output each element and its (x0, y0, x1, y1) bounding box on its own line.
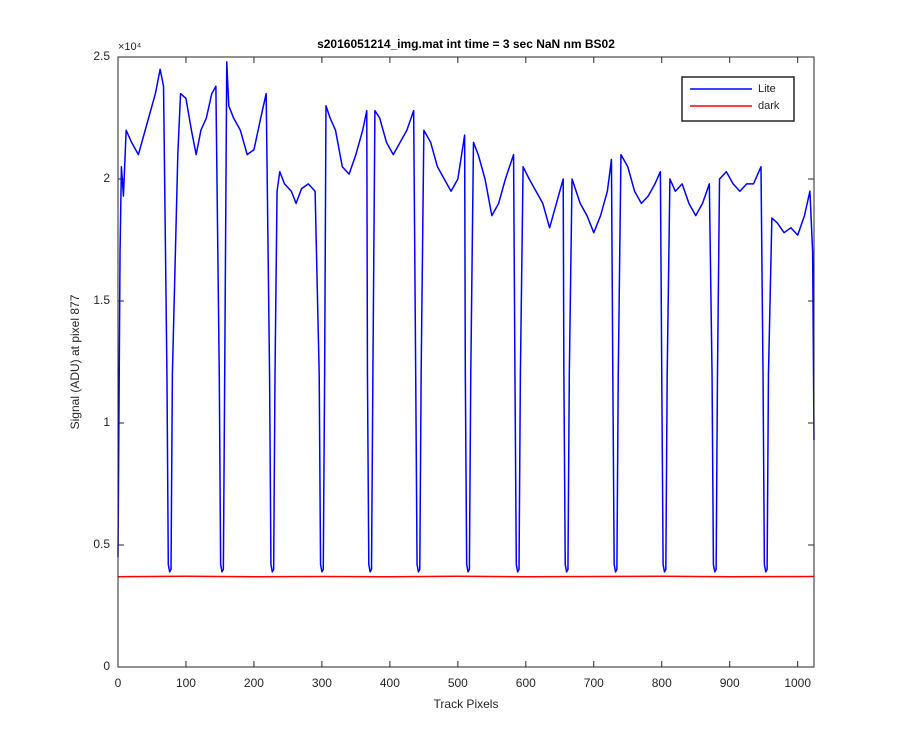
y-tick-label: 0 (103, 659, 110, 673)
y-tick-label: 1 (103, 415, 110, 429)
x-tick-label: 700 (584, 676, 604, 690)
series-line (117, 61, 815, 573)
y-axis-label: Signal (ADU) at pixel 877 (68, 294, 82, 429)
chart-title: s2016051214_img.mat int time = 3 sec NaN… (317, 37, 615, 51)
x-tick-label: 800 (652, 676, 672, 690)
x-tick-label: 200 (244, 676, 264, 690)
x-tick-label: 500 (448, 676, 468, 690)
y-tick-label: 2 (103, 171, 110, 185)
x-tick-label: 100 (176, 676, 196, 690)
y-tick-label: 2.5 (93, 49, 110, 63)
x-axis-label: Track Pixels (434, 697, 499, 711)
x-tick-label: 0 (115, 676, 122, 690)
y-tick-label: 0.5 (93, 537, 110, 551)
x-tick-label: 600 (516, 676, 536, 690)
x-tick-label: 1000 (784, 676, 811, 690)
legend-box (681, 76, 795, 122)
legend-label: dark (758, 100, 780, 112)
x-tick-label: 900 (720, 676, 740, 690)
y-tick-label: 1.5 (93, 293, 110, 307)
legend-label: Lite (758, 83, 776, 95)
y-exponent: ×10⁴ (118, 41, 142, 53)
axes-box (117, 56, 815, 668)
x-tick-label: 400 (380, 676, 400, 690)
x-tick-label: 300 (312, 676, 332, 690)
